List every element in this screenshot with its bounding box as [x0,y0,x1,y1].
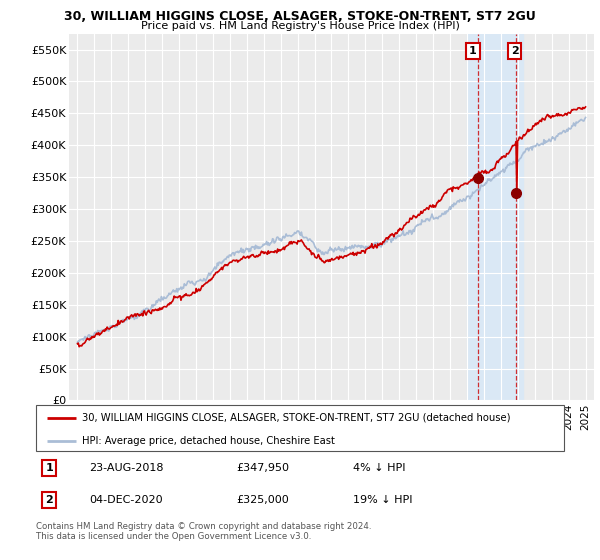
Text: HPI: Average price, detached house, Cheshire East: HPI: Average price, detached house, Ches… [82,436,335,446]
Text: Contains HM Land Registry data © Crown copyright and database right 2024.
This d: Contains HM Land Registry data © Crown c… [36,522,371,542]
Bar [467,34,523,400]
Text: £325,000: £325,000 [236,495,289,505]
Text: Price paid vs. HM Land Registry's House Price Index (HPI): Price paid vs. HM Land Registry's House … [140,21,460,31]
Text: 1: 1 [469,46,477,56]
Text: 04-DEC-2020: 04-DEC-2020 [89,495,163,505]
Text: 19% ↓ HPI: 19% ↓ HPI [353,495,412,505]
Text: 2: 2 [46,495,53,505]
Text: 30, WILLIAM HIGGINS CLOSE, ALSAGER, STOKE-ON-TRENT, ST7 2GU (detached house): 30, WILLIAM HIGGINS CLOSE, ALSAGER, STOK… [82,413,511,423]
Text: 1: 1 [46,463,53,473]
Text: 23-AUG-2018: 23-AUG-2018 [89,463,163,473]
Text: £347,950: £347,950 [236,463,290,473]
Text: 4% ↓ HPI: 4% ↓ HPI [353,463,406,473]
Text: 30, WILLIAM HIGGINS CLOSE, ALSAGER, STOKE-ON-TRENT, ST7 2GU: 30, WILLIAM HIGGINS CLOSE, ALSAGER, STOK… [64,10,536,23]
Text: 2: 2 [511,46,518,56]
